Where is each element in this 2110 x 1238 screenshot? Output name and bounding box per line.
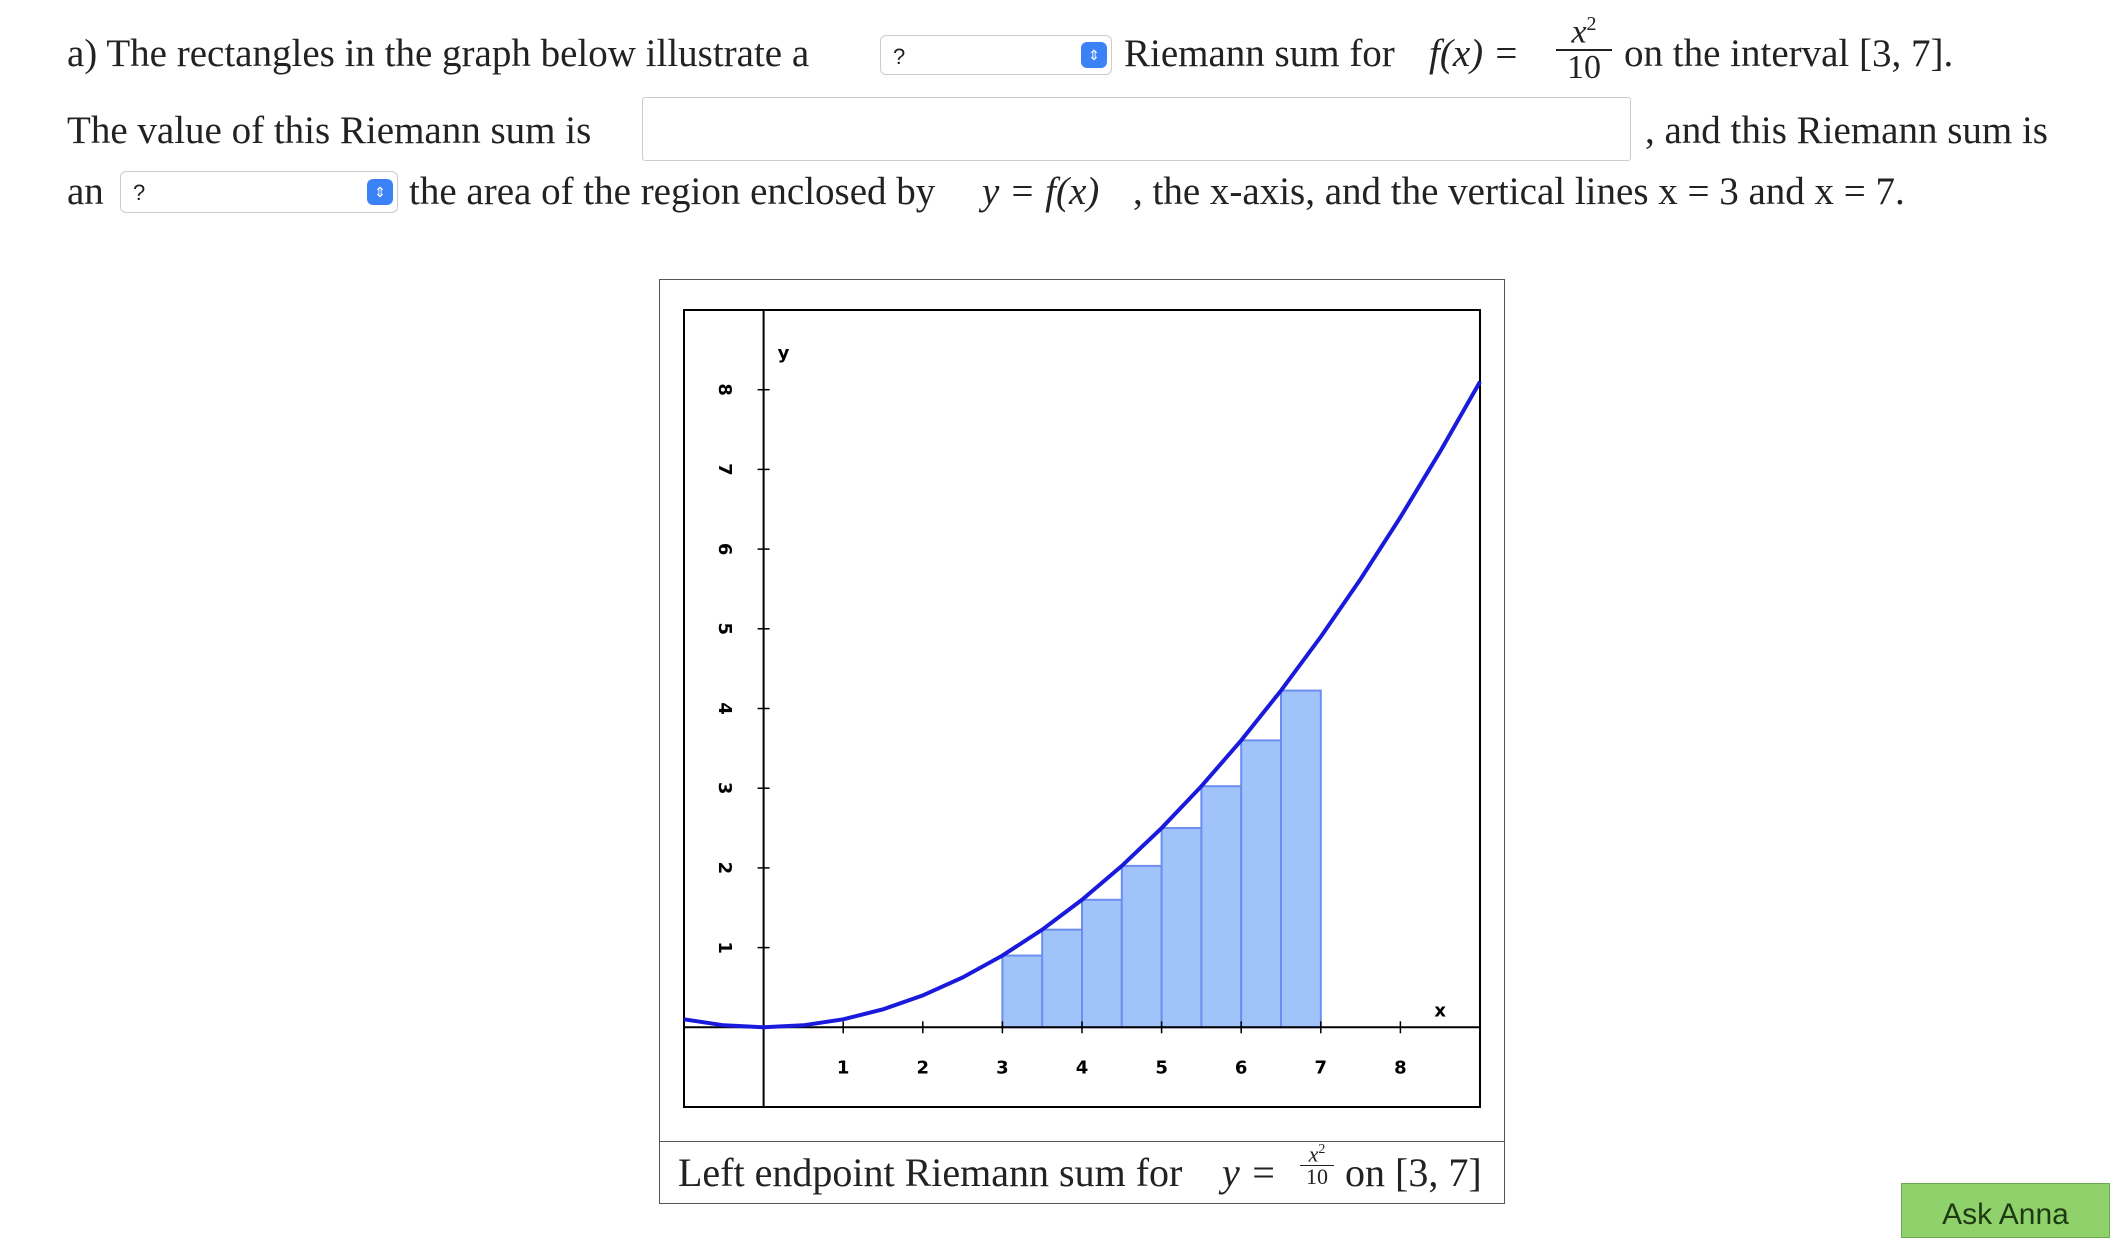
y-tick-label: 5 (714, 623, 735, 636)
text: a) The rectangles in the graph below ill… (67, 34, 809, 73)
y-tick-label: 4 (714, 702, 735, 715)
x-tick-label: 6 (1235, 1058, 1248, 1079)
select[interactable]: ? ⇕ (120, 171, 398, 213)
button-label: Ask Anna (1942, 1198, 2069, 1231)
figure-frame (659, 279, 1505, 1204)
y-tick-label: 8 (714, 383, 735, 396)
text: The rectangles in the graph below illust… (106, 32, 810, 75)
fraction: x2 10 (1556, 14, 1612, 85)
exp: 2 (1318, 1142, 1326, 1157)
text: an (67, 170, 104, 213)
y-axis-label: y (778, 343, 790, 364)
bar (1041, 928, 1084, 1029)
y-tick-label: 7 (714, 463, 735, 476)
den: 10 (1567, 49, 1601, 87)
math: f(x) = (1429, 32, 1520, 75)
y-tick-label: 2 (714, 862, 735, 875)
y-tick-label: 3 (714, 782, 735, 795)
part-label: a) (67, 32, 98, 75)
x-tick-label: 3 (996, 1058, 1009, 1079)
select-value: ? (133, 180, 146, 205)
x-tick-label: 5 (1155, 1058, 1168, 1079)
x-tick-label: 4 (1076, 1058, 1089, 1079)
text: on the interval [3, 7]. (1624, 32, 1954, 75)
bar (1240, 739, 1283, 1029)
curve (683, 380, 1482, 1030)
ask-button[interactable]: Ask Anna (1901, 1183, 2110, 1238)
select[interactable]: ? ⇕ (880, 35, 1112, 75)
y-tick-label: 6 (714, 543, 735, 556)
caption-math: y = (1222, 1150, 1277, 1195)
text: The value of this Riemann sum is (67, 109, 592, 152)
math: y = f(x) (982, 170, 1100, 213)
num: x (1308, 1141, 1319, 1167)
divider (659, 1141, 1505, 1142)
text: , and this Riemann sum is (1645, 109, 2048, 152)
caption: on [3, 7] (1345, 1150, 1482, 1195)
select-arrow: ⇕ (1081, 42, 1107, 68)
x-tick-label: 8 (1394, 1058, 1407, 1079)
bar (1160, 827, 1203, 1029)
caption: Left endpoint Riemann sum for (678, 1150, 1183, 1195)
bar (1200, 785, 1243, 1029)
bar (1120, 864, 1163, 1029)
select-value: ? (893, 44, 906, 69)
x-axis-label: x (1434, 1000, 1446, 1021)
select-arrow: ⇕ (367, 179, 393, 205)
bar (1280, 689, 1322, 1029)
answer-input[interactable] (642, 97, 1631, 161)
den: 10 (1306, 1164, 1328, 1190)
bar (1081, 898, 1123, 1029)
text: the area of the region enclosed by (409, 170, 936, 213)
chart: 1 2 3 4 5 6 7 8 1 2 3 4 5 6 7 8 x y (683, 309, 1482, 1108)
num: x (1571, 13, 1587, 51)
bar (1001, 954, 1044, 1029)
text: Riemann sum for (1124, 32, 1395, 75)
exp: 2 (1586, 13, 1597, 35)
x-tick-label: 7 (1315, 1058, 1328, 1079)
x-tick-label: 2 (917, 1058, 930, 1079)
y-tick-label: 1 (714, 941, 735, 954)
fraction: x2 10 (1300, 1143, 1334, 1188)
x-tick-label: 1 (837, 1058, 850, 1079)
text: , the x-axis, and the vertical lines x =… (1133, 170, 1905, 213)
